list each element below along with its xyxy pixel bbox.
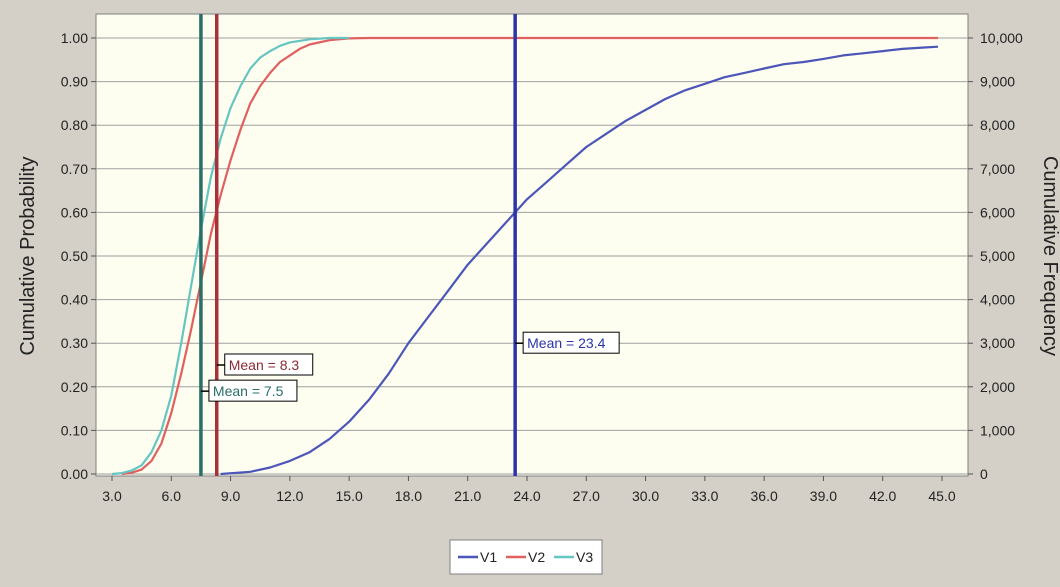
x-tick-label: 21.0 — [454, 488, 481, 504]
legend-label-v2: V2 — [528, 549, 545, 565]
x-tick-label: 39.0 — [810, 488, 837, 504]
x-tick-label: 9.0 — [221, 488, 241, 504]
legend-label-v3: V3 — [576, 549, 593, 565]
y2-tick-label: 6,000 — [980, 204, 1015, 220]
mean-label-box — [208, 379, 298, 402]
y-tick-label: 0.20 — [61, 379, 88, 395]
x-tick-label: 18.0 — [395, 488, 422, 504]
y2-tick-label: 0 — [980, 466, 988, 482]
y2-tick-label: 8,000 — [980, 117, 1015, 133]
y2-tick-label: 10,000 — [980, 30, 1023, 46]
plot-area — [95, 13, 969, 477]
x-tick-label: 15.0 — [336, 488, 363, 504]
mean-label-3: Mean = 7.5 — [213, 383, 284, 399]
x-tick-label: 24.0 — [513, 488, 540, 504]
y-tick-label: 0.40 — [61, 292, 88, 308]
y-tick-label: 1.00 — [61, 30, 88, 46]
y-tick-label: 0.00 — [61, 466, 88, 482]
x-tick-label: 36.0 — [751, 488, 778, 504]
mean-label-1: Mean = 23.4 — [527, 335, 605, 351]
y2-tick-label: 5,000 — [980, 248, 1015, 264]
mean-label-box — [224, 353, 314, 376]
y-axis-label: Cumulative Probability — [17, 157, 39, 356]
y-tick-label: 0.60 — [61, 204, 88, 220]
x-tick-label: 33.0 — [691, 488, 718, 504]
y2-tick-label: 4,000 — [980, 292, 1015, 308]
y-tick-label: 0.10 — [61, 422, 88, 438]
y-tick-label: 0.30 — [61, 335, 88, 351]
x-tick-label: 45.0 — [928, 488, 955, 504]
y-tick-label: 0.70 — [61, 161, 88, 177]
x-tick-label: 6.0 — [162, 488, 182, 504]
y-tick-label: 0.80 — [61, 117, 88, 133]
y-tick-label: 0.90 — [61, 74, 88, 90]
x-tick-label: 42.0 — [869, 488, 896, 504]
y-tick-label: 0.50 — [61, 248, 88, 264]
y2-tick-label: 1,000 — [980, 422, 1015, 438]
x-tick-label: 12.0 — [276, 488, 303, 504]
series-line-v1 — [220, 45, 939, 476]
y2-axis-label: Cumulative Frequency — [1039, 156, 1060, 356]
x-tick-label: 27.0 — [573, 488, 600, 504]
x-tick-label: 3.0 — [102, 488, 122, 504]
mean-label-2: Mean = 8.3 — [229, 357, 300, 373]
y2-tick-label: 2,000 — [980, 379, 1015, 395]
x-tick-label: 30.0 — [632, 488, 659, 504]
mean-label-box — [522, 331, 620, 354]
y2-tick-label: 7,000 — [980, 161, 1015, 177]
y2-tick-label: 9,000 — [980, 74, 1015, 90]
legend-label-v1: V1 — [480, 549, 497, 565]
y2-tick-label: 3,000 — [980, 335, 1015, 351]
